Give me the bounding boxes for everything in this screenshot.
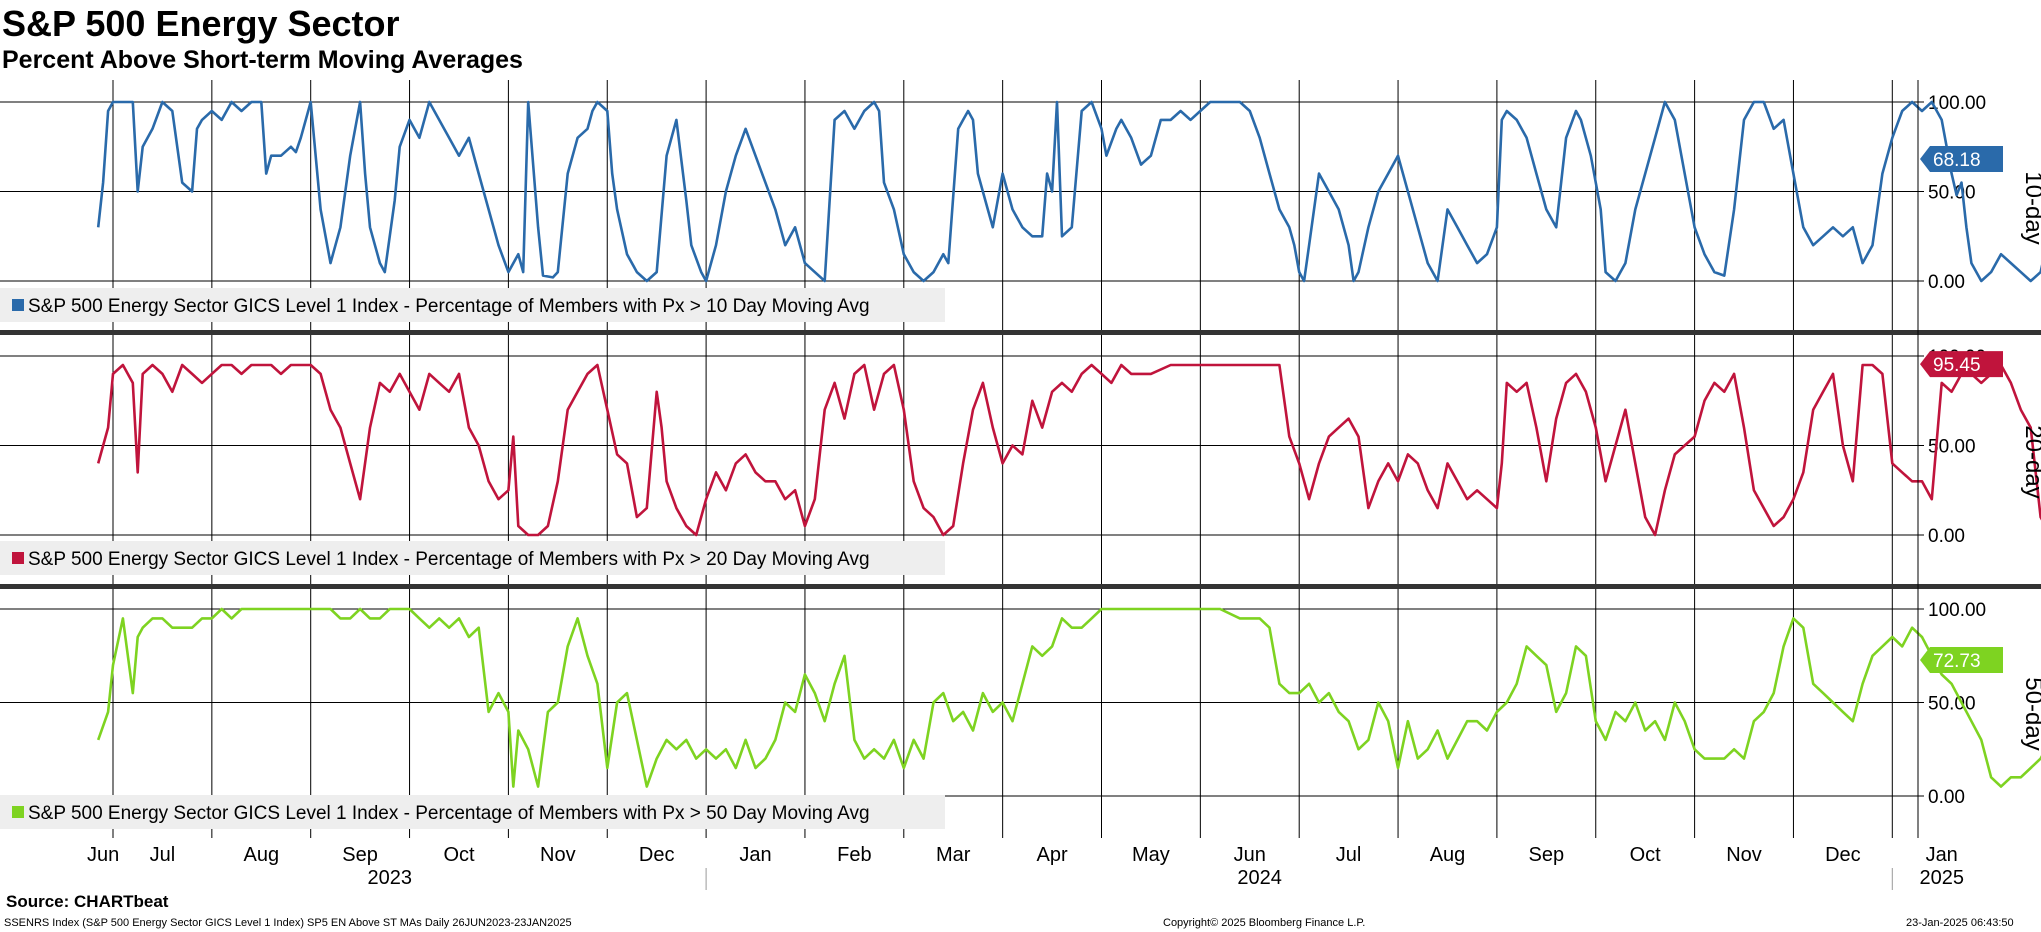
y-tick-label: 0.00 <box>1928 272 1965 293</box>
y-tick-label: 50.00 <box>1928 437 1976 458</box>
x-month-label: Jun <box>87 844 119 866</box>
ticker-info: SSENRS Index (S&P 500 Energy Sector GICS… <box>4 917 572 929</box>
x-month-label: Jul <box>1336 844 1362 866</box>
x-month-label: Oct <box>443 844 475 866</box>
x-month-label: Aug <box>1430 844 1466 866</box>
y-tick-label: 100.00 <box>1928 93 1986 114</box>
last-value-label: 68.18 <box>1933 150 1981 171</box>
series-line-20-day <box>96 363 2041 537</box>
last-value-tag <box>1920 145 2003 172</box>
panel-side-label: 50-day <box>2020 677 2041 750</box>
y-tick-label: 0.00 <box>1928 787 1965 808</box>
x-year-label: 2023 <box>368 867 413 889</box>
last-value-label: 72.73 <box>1933 651 1981 672</box>
x-month-label: Jun <box>1234 844 1266 866</box>
x-month-label: Sep <box>1529 844 1565 866</box>
last-value-label: 95.45 <box>1933 355 1981 376</box>
x-month-label: Jul <box>150 844 176 866</box>
legend-swatch <box>12 299 24 311</box>
panel-side-label: 10-day <box>2020 171 2041 244</box>
x-year-label: 2024 <box>1237 867 1282 889</box>
legend-swatch <box>12 552 24 564</box>
series-line-50-day <box>96 607 2041 788</box>
x-month-label: Jan <box>739 844 771 866</box>
last-value-tag <box>1920 351 2003 378</box>
x-month-label: Feb <box>837 844 871 866</box>
legend-box <box>0 541 945 575</box>
y-tick-label: 50.00 <box>1928 694 1976 715</box>
legend-box <box>0 795 945 829</box>
x-year-label: 2025 <box>1919 867 1964 889</box>
legend-label: S&P 500 Energy Sector GICS Level 1 Index… <box>28 803 870 824</box>
legend-label: S&P 500 Energy Sector GICS Level 1 Index… <box>28 549 870 570</box>
x-month-label: Dec <box>1825 844 1861 866</box>
y-tick-label: 0.00 <box>1928 526 1965 547</box>
panel-side-label: 20-day <box>2020 425 2041 498</box>
x-month-label: Nov <box>1726 844 1762 866</box>
legend-swatch <box>12 806 24 818</box>
panel-10-day: 0.00 50.00 100.00 S&P 500 Energy Sector GIC… <box>0 93 2041 322</box>
x-month-label: Sep <box>342 844 378 866</box>
copyright: Copyright© 2025 Bloomberg Finance L.P. <box>1163 917 1366 929</box>
chart-subtitle: Percent Above Short-term Moving Averages <box>2 46 523 74</box>
series-line-10-day <box>96 100 2041 283</box>
source-label: Source: CHARTbeat <box>6 892 169 911</box>
last-value-tag <box>1920 646 2003 673</box>
x-month-label: Aug <box>244 844 280 866</box>
x-month-label: Nov <box>540 844 576 866</box>
y-tick-label: 50.00 <box>1928 183 1976 204</box>
x-month-label: May <box>1132 844 1170 866</box>
legend-label: S&P 500 Energy Sector GICS Level 1 Index… <box>28 296 870 317</box>
panel-separator <box>0 584 2041 589</box>
x-month-label: Oct <box>1630 844 1662 866</box>
panel-50-day: 0.00 50.00 100.00 S&P 500 Energy Sector GIC… <box>0 600 2041 829</box>
x-month-label: Dec <box>639 844 675 866</box>
x-month-label: Jan <box>1926 844 1958 866</box>
legend-box <box>0 288 945 322</box>
x-month-label: Mar <box>936 844 971 866</box>
x-month-label: Apr <box>1037 844 1068 866</box>
y-tick-label: 100.00 <box>1928 600 1986 621</box>
timestamp: 23-Jan-2025 06:43:50 <box>1906 917 2014 929</box>
panel-separator <box>0 330 2041 335</box>
chart-title: S&P 500 Energy Sector <box>2 3 400 44</box>
